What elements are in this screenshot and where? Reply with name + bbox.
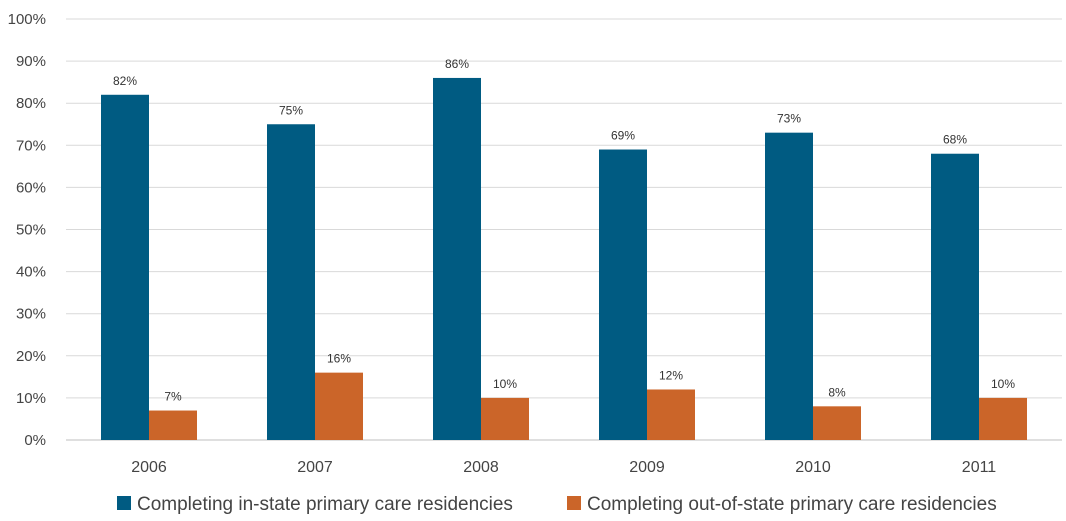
bar-in-state	[433, 77, 481, 440]
y-tick-label: 30%	[16, 306, 46, 323]
data-label: 82%	[113, 74, 137, 88]
legend-swatch	[567, 496, 581, 510]
data-label: 69%	[611, 129, 635, 143]
data-label: 73%	[777, 112, 801, 126]
y-tick-label: 40%	[16, 264, 46, 281]
legend-item: Completing out-of-state primary care res…	[567, 494, 997, 515]
x-tick-label: 2011	[962, 459, 997, 476]
bar-out-of-state	[149, 410, 197, 440]
bar-in-state	[765, 132, 813, 441]
bar-in-state	[101, 94, 149, 440]
data-label: 75%	[279, 103, 303, 117]
bar-out-of-state	[647, 389, 695, 440]
y-tick-label: 50%	[16, 222, 46, 239]
y-tick-label: 100%	[8, 11, 46, 28]
bar-out-of-state	[315, 372, 363, 440]
legend-swatch	[117, 496, 131, 510]
data-label: 7%	[164, 390, 182, 404]
data-label: 86%	[445, 57, 469, 71]
bar-in-state	[599, 149, 647, 440]
data-labels: 82% 7% 75% 16% 86% 10% 69% 12% 73% 8% 68% 10%	[113, 57, 1015, 404]
legend-item: Completing in-state primary care residen…	[117, 494, 513, 515]
y-tick-label: 80%	[16, 95, 46, 112]
legend-label: Completing in-state primary care residen…	[137, 494, 513, 515]
x-tick-label: 2007	[297, 459, 333, 476]
bars	[101, 77, 1027, 441]
legend: Completing in-state primary care residen…	[117, 494, 997, 515]
x-axis-tick-labels: 2006 2007 2008 2009 2010 2011	[131, 459, 996, 476]
data-label: 16%	[327, 352, 351, 366]
x-tick-label: 2010	[795, 459, 831, 476]
y-tick-label: 0%	[24, 432, 46, 449]
y-tick-label: 70%	[16, 137, 46, 154]
bar-in-state	[931, 153, 979, 440]
x-tick-label: 2008	[463, 459, 499, 476]
bar-out-of-state	[813, 406, 861, 440]
data-label: 12%	[659, 368, 683, 382]
data-label: 8%	[828, 385, 846, 399]
x-tick-label: 2009	[629, 459, 665, 476]
data-label: 68%	[943, 133, 967, 147]
bar-out-of-state	[481, 397, 529, 440]
gridlines	[66, 18, 1062, 441]
y-tick-label: 20%	[16, 348, 46, 365]
data-label: 10%	[991, 377, 1015, 391]
bar-out-of-state	[979, 397, 1027, 440]
data-label: 10%	[493, 377, 517, 391]
y-tick-label: 60%	[16, 179, 46, 196]
bar-in-state	[267, 124, 315, 440]
y-tick-label: 90%	[16, 53, 46, 70]
legend-label: Completing out-of-state primary care res…	[587, 494, 997, 515]
x-tick-label: 2006	[131, 459, 167, 476]
y-tick-label: 10%	[16, 390, 46, 407]
y-axis-tick-labels: 0% 10% 20% 30% 40% 50% 60% 70% 80% 90% 100%	[8, 11, 46, 449]
